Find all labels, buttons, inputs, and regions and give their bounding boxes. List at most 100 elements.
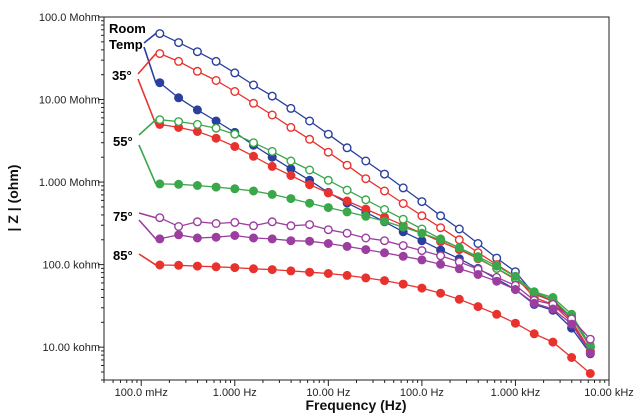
data-point xyxy=(174,93,184,103)
data-point xyxy=(211,116,221,126)
label-callout-line xyxy=(138,219,157,240)
data-point xyxy=(436,259,446,269)
data-point xyxy=(305,116,315,126)
data-point xyxy=(342,160,352,170)
data-point xyxy=(473,252,483,262)
label-callout-line xyxy=(143,46,157,83)
x-tick-label: 1.000 kHz xyxy=(491,387,541,399)
data-point xyxy=(436,288,446,298)
y-tick-label: 10.00 kohm xyxy=(43,342,100,354)
label-callouts xyxy=(137,32,157,266)
data-point xyxy=(192,119,202,129)
data-point xyxy=(585,334,595,344)
data-point xyxy=(248,264,258,274)
data-point xyxy=(529,287,539,297)
data-point xyxy=(361,156,371,166)
data-point xyxy=(230,129,240,139)
data-point xyxy=(380,169,390,179)
data-point xyxy=(155,29,165,39)
data-point xyxy=(248,233,258,243)
data-point xyxy=(548,337,558,347)
series-line xyxy=(159,52,591,352)
data-point xyxy=(192,66,202,76)
data-point xyxy=(380,248,390,258)
data-point xyxy=(361,204,371,214)
data-point xyxy=(192,105,202,115)
data-point xyxy=(342,196,352,206)
x-axis: 100.0 mHz 1.000 Hz 10.00 Hz 100.0 Hz 1.000 k… xyxy=(103,380,634,399)
data-point xyxy=(436,211,446,221)
data-point xyxy=(267,91,277,101)
series-label-85: 85° xyxy=(113,248,133,263)
data-point xyxy=(211,182,221,192)
y-tick-label: 100.0 kohm xyxy=(43,260,100,272)
data-point xyxy=(361,211,371,221)
data-point xyxy=(323,203,333,213)
x-axis-title: Frequency (Hz) xyxy=(305,397,406,413)
data-point xyxy=(323,225,333,235)
data-point xyxy=(417,255,427,265)
data-point xyxy=(398,279,408,289)
data-point xyxy=(361,273,371,283)
data-point xyxy=(248,221,258,231)
series-label-35: 35° xyxy=(112,68,132,83)
data-point xyxy=(436,223,446,233)
series-group xyxy=(155,230,595,358)
label-callout-line xyxy=(138,253,157,266)
data-point xyxy=(192,233,202,243)
data-point xyxy=(192,261,202,271)
y-axis-title: | Z | (ohm) xyxy=(5,165,21,232)
data-point xyxy=(436,251,446,261)
data-point xyxy=(155,49,165,59)
data-point xyxy=(155,179,165,189)
data-point xyxy=(585,369,595,379)
data-point xyxy=(211,262,221,272)
data-point xyxy=(398,183,408,193)
series-labels: Room Temp 35° 55° 75° 85° xyxy=(109,21,146,263)
data-point xyxy=(361,174,371,184)
y-tick-label: 100.0 Mohm xyxy=(39,12,100,24)
data-point xyxy=(230,217,240,227)
data-point xyxy=(305,267,315,277)
data-point xyxy=(398,251,408,261)
data-point xyxy=(211,133,221,143)
data-point xyxy=(174,117,184,127)
data-point xyxy=(305,220,315,230)
data-point xyxy=(323,129,333,139)
data-point xyxy=(361,195,371,205)
data-point xyxy=(398,222,408,232)
data-point xyxy=(529,298,539,308)
data-point xyxy=(342,143,352,153)
series-group xyxy=(155,49,595,356)
x-tick-label: 10.00 kHz xyxy=(584,387,634,399)
label-callout-line xyxy=(138,119,157,136)
data-point xyxy=(417,236,427,246)
data-point xyxy=(248,151,258,161)
data-point xyxy=(361,245,371,255)
plot-frame xyxy=(103,16,610,381)
data-point xyxy=(585,348,595,358)
data-point xyxy=(342,270,352,280)
data-point xyxy=(305,198,315,208)
data-point xyxy=(492,276,502,286)
label-callout-line xyxy=(138,144,157,185)
data-point xyxy=(323,175,333,185)
data-point xyxy=(267,189,277,199)
data-point xyxy=(454,235,464,245)
data-point xyxy=(323,147,333,157)
data-point xyxy=(342,228,352,238)
data-point xyxy=(230,184,240,194)
x-tick-label: 1.000 Hz xyxy=(213,387,257,399)
data-point xyxy=(342,185,352,195)
data-point xyxy=(211,75,221,85)
x-tick-label: 100.0 Hz xyxy=(400,387,444,399)
data-point xyxy=(323,238,333,248)
series-line xyxy=(159,33,591,348)
label-callout-line xyxy=(137,53,157,75)
data-point xyxy=(342,241,352,251)
data-point xyxy=(267,146,277,156)
data-point xyxy=(267,217,277,227)
series-label-75: 75° xyxy=(113,209,133,224)
series-line xyxy=(159,183,591,346)
data-point xyxy=(230,230,240,240)
